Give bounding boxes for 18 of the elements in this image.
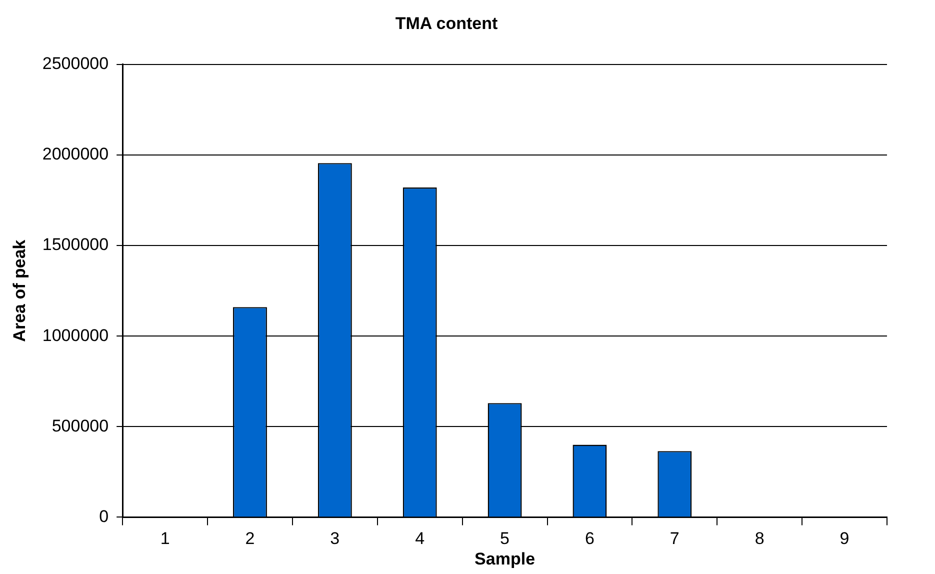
- y-tick-label: 0: [99, 506, 109, 526]
- y-tick-label: 2500000: [42, 54, 109, 74]
- x-tick-label: 4: [415, 529, 425, 548]
- y-tick-label: 2000000: [42, 144, 109, 164]
- y-tick-label: 500000: [52, 416, 109, 436]
- x-tick-label: 5: [500, 529, 510, 548]
- x-tick-label: 1: [160, 529, 170, 548]
- x-tick-label: 7: [670, 529, 680, 548]
- x-tick-label: 8: [754, 529, 764, 548]
- chart-title: TMA content: [395, 14, 498, 33]
- y-tick-label: 1000000: [42, 326, 109, 345]
- x-axis-title: Sample: [474, 549, 536, 568]
- y-tick-label: 1500000: [42, 235, 109, 254]
- x-tick-label: 9: [840, 529, 850, 548]
- y-axis-title: Area of peak: [10, 239, 29, 342]
- x-tick-label: 2: [245, 529, 255, 548]
- x-tick-label: 6: [584, 529, 594, 548]
- x-tick-label: 3: [330, 529, 340, 548]
